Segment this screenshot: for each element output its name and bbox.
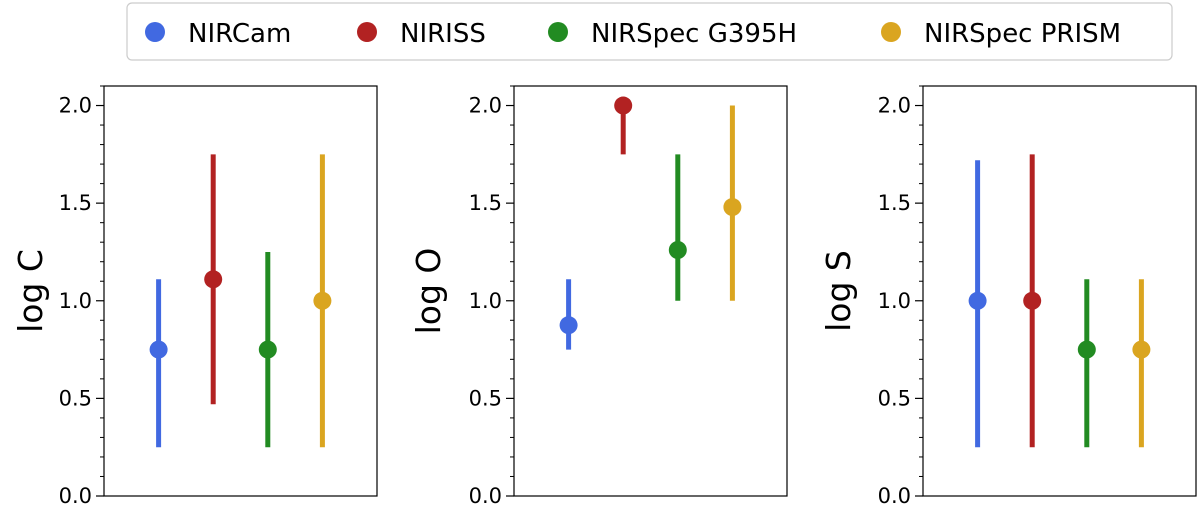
y-tick-label: 1.0 bbox=[469, 289, 502, 313]
legend-marker-nirspec-g395h bbox=[548, 22, 568, 42]
data-point-nirspec-prism bbox=[723, 198, 742, 217]
legend-marker-niriss bbox=[357, 22, 377, 42]
legend-marker-nirspec-prism bbox=[881, 22, 901, 42]
legend-frame bbox=[126, 2, 1173, 61]
data-point-nirspec-prism bbox=[313, 291, 332, 310]
y-tick-label: 0.0 bbox=[469, 484, 502, 508]
legend-label-nirspec-prism: NIRSpec PRISM bbox=[924, 19, 1121, 49]
y-tick-label: 0.0 bbox=[59, 484, 92, 508]
panel-log-c: 0.0 0.5 1.0 1.5 2.0 log C bbox=[11, 85, 378, 508]
plot-frame bbox=[103, 85, 378, 497]
y-axis-label: log S bbox=[819, 250, 858, 332]
legend-label-niriss: NIRISS bbox=[400, 19, 486, 49]
y-tick-label: 0.5 bbox=[878, 386, 911, 410]
data-point-nircam bbox=[559, 316, 578, 335]
y-tick-label: 1.5 bbox=[469, 191, 502, 215]
data-point-nirspec-g395h bbox=[1077, 340, 1096, 359]
y-tick-label: 1.5 bbox=[878, 191, 911, 215]
y-tick-label: 2.0 bbox=[469, 94, 502, 118]
y-tick-label: 1.0 bbox=[878, 289, 911, 313]
data-point-nirspec-g395h bbox=[668, 241, 687, 259]
legend-label-nircam: NIRCam bbox=[188, 19, 291, 49]
panel-log-s: 0.0 0.5 1.0 1.5 2.0 log S bbox=[819, 85, 1197, 508]
data-point-nircam bbox=[149, 340, 168, 359]
data-point-niriss bbox=[1023, 291, 1042, 310]
legend: NIRCam NIRISS NIRSpec G395H NIRSpec PRIS… bbox=[126, 2, 1173, 61]
y-tick-label: 1.0 bbox=[59, 289, 92, 313]
legend-marker-nircam bbox=[145, 22, 165, 42]
y-tick-label: 0.0 bbox=[878, 484, 911, 508]
y-axis-label: log C bbox=[11, 249, 50, 333]
y-tick-label: 2.0 bbox=[878, 94, 911, 118]
plot-frame bbox=[513, 85, 788, 497]
data-point-nirspec-prism bbox=[1132, 340, 1151, 359]
y-tick-label: 0.5 bbox=[469, 386, 502, 410]
panel-log-o: 0.0 0.5 1.0 1.5 2.0 log O bbox=[409, 85, 788, 508]
y-tick-label: 1.5 bbox=[59, 191, 92, 215]
data-point-niriss bbox=[614, 96, 633, 115]
data-point-nirspec-g395h bbox=[258, 340, 277, 359]
y-axis-label: log O bbox=[409, 248, 448, 335]
y-tick-label: 0.5 bbox=[59, 386, 92, 410]
data-point-nircam bbox=[968, 291, 987, 310]
y-tick-label: 2.0 bbox=[59, 94, 92, 118]
plot-frame bbox=[922, 85, 1197, 497]
legend-label-nirspec-g395h: NIRSpec G395H bbox=[591, 19, 797, 49]
data-point-niriss bbox=[204, 270, 223, 289]
